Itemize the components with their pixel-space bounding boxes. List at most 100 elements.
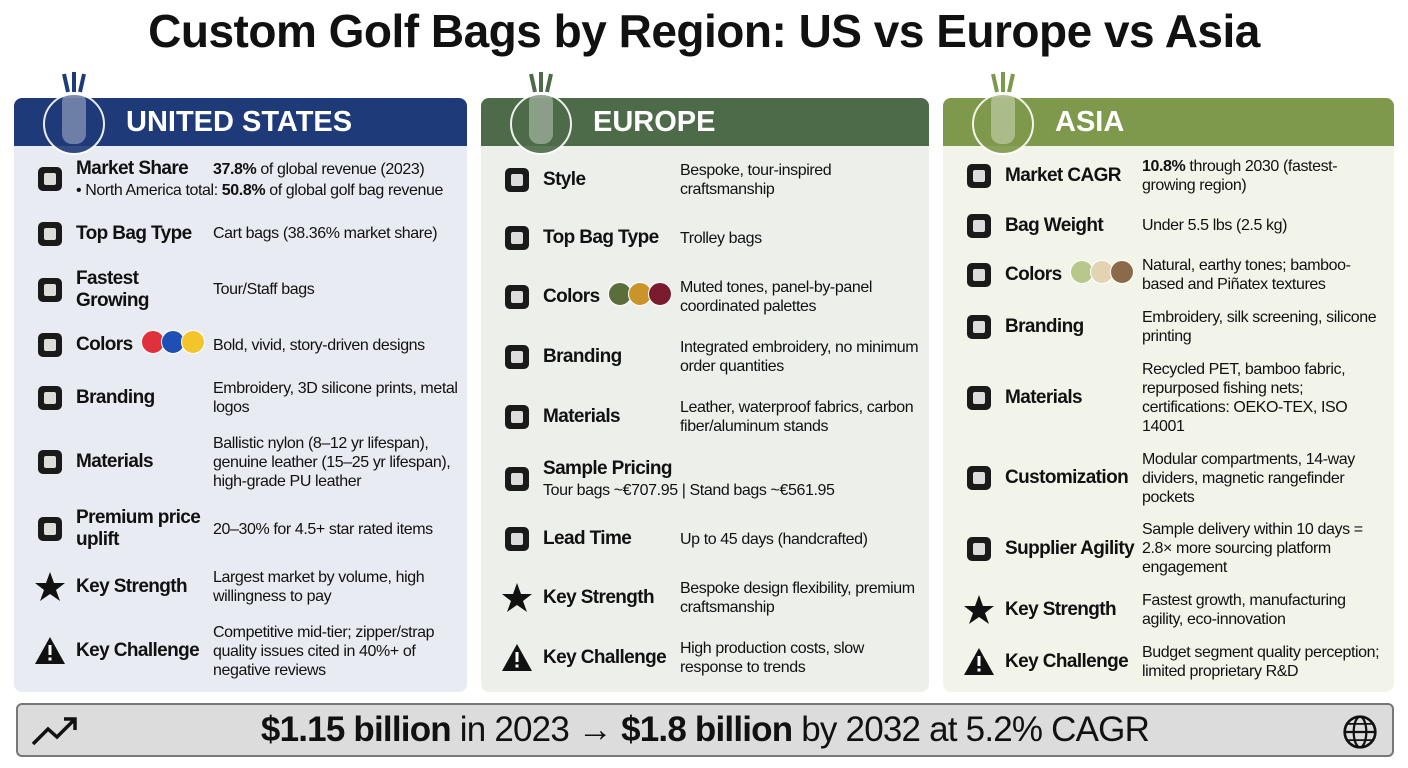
row-line: Fastest Growing Tour/Staff bags	[76, 268, 461, 312]
row-label: Sample Pricing	[543, 458, 672, 480]
row-content: Sample Pricing Tour bags ~€707.95 | Stand…	[543, 458, 923, 500]
row-icon	[505, 344, 529, 369]
row-line: Key Strength Bespoke design flexibility, …	[543, 579, 923, 617]
swatches	[133, 330, 205, 360]
icon-cell	[24, 512, 76, 546]
row-content: Customization Modular compartments, 14-wa…	[1005, 450, 1388, 507]
row-label: Branding	[76, 387, 213, 409]
label-text: Sample Pricing	[543, 458, 672, 480]
row-label: Materials	[543, 406, 680, 428]
row-label: Key Challenge	[543, 647, 680, 669]
info-row: Fastest Growing Tour/Staff bags	[24, 268, 461, 312]
row-content: Key Challenge High production costs, slow…	[543, 639, 923, 677]
text-segment: 37.8%	[213, 160, 257, 178]
swatch	[180, 330, 205, 355]
row-value: Competitive mid-tier; zipper/strap quali…	[213, 623, 461, 680]
row-icon	[967, 213, 991, 238]
row-value: Embroidery, silk screening, silicone pri…	[1142, 308, 1388, 346]
row-content: Key Strength Bespoke design flexibility, …	[543, 579, 923, 617]
text-segment: Tour/Staff bags	[213, 281, 315, 299]
row-label: Key Challenge	[1005, 651, 1142, 673]
label-text: Key Challenge	[76, 640, 200, 662]
icon-cell	[491, 522, 543, 556]
text-segment: Modular compartments, 14-way dividers, m…	[1142, 450, 1359, 506]
title: Custom Golf Bags by Region: US vs Europe…	[148, 5, 1260, 57]
swatch	[1109, 260, 1134, 285]
row-line: Style Bespoke, tour-inspired craftsmanshi…	[543, 161, 923, 199]
icon-cell	[491, 400, 543, 434]
info-row: Customization Modular compartments, 14-wa…	[953, 450, 1388, 507]
row-icon	[505, 226, 529, 251]
row-content: Key Strength Fastest growth, manufacturin…	[1005, 591, 1388, 629]
info-row: Key Challenge Competitive mid-tier; zippe…	[24, 623, 461, 680]
row-value: 20–30% for 4.5+ star rated items	[213, 520, 433, 539]
label-text: Materials	[543, 405, 621, 427]
info-row: Materials Ballistic nylon (8–12 yr lifesp…	[24, 434, 461, 491]
label-text: Premium price uplift	[76, 507, 201, 551]
label-text: Customization	[1005, 467, 1129, 489]
row-icon	[967, 163, 991, 188]
info-row: Materials Recycled PET, bamboo fabric, re…	[953, 360, 1388, 436]
icon-cell	[953, 209, 1005, 243]
text-segment: 50.8%	[221, 182, 266, 200]
row-content: Branding Embroidery, 3D silicone prints, …	[76, 379, 461, 417]
info-row: Colors Muted tones, panel-by-panel coordi…	[491, 278, 923, 316]
row-icon	[967, 466, 991, 491]
text-segment: of global golf bag revenue	[265, 182, 443, 200]
label-text: Colors	[543, 285, 600, 307]
row-content: Colors Bold, vivid, story-driven designs	[76, 330, 461, 360]
row-content: Colors Natural, earthy tones; bamboo-base…	[1005, 256, 1388, 294]
region-body: Market Share 37.8% of global revenue (202…	[14, 146, 467, 692]
row-label: Top Bag Type	[76, 223, 213, 245]
text-segment: of global revenue (2023)	[256, 160, 425, 178]
row-content: Key Strength Largest market by volume, hi…	[76, 568, 461, 606]
info-row: Sample Pricing Tour bags ~€707.95 | Stand…	[491, 458, 923, 500]
row-content: Key Challenge Competitive mid-tier; zippe…	[76, 623, 461, 680]
text-segment: Natural, earthy tones; bamboo-based and …	[1142, 257, 1351, 294]
row-label: Materials	[1005, 387, 1142, 409]
row-value: Fastest growth, manufacturing agility, e…	[1142, 591, 1388, 629]
info-row: Bag Weight Under 5.5 lbs (2.5 kg)	[953, 209, 1388, 243]
row-icon	[964, 595, 994, 625]
label-text: Materials	[1005, 386, 1083, 408]
row-icon	[38, 333, 62, 358]
row-icon	[505, 168, 529, 193]
text-segment: Bold, vivid, story-driven designs	[213, 336, 425, 354]
region-logo	[510, 72, 572, 155]
row-value: 10.8% through 2030 (fastest-growing regi…	[1142, 157, 1388, 195]
row-value: Sample delivery within 10 days = 2.8× mo…	[1142, 520, 1388, 577]
row-value: Ballistic nylon (8–12 yr lifespan), genu…	[213, 434, 461, 491]
row-label: Key Strength	[1005, 599, 1142, 621]
text-segment: Muted tones, panel-by-panel coordinated …	[680, 278, 877, 315]
row-icon	[964, 648, 994, 675]
row-icon	[502, 582, 532, 612]
row-label: Branding	[1005, 316, 1142, 338]
row-value: Under 5.5 lbs (2.5 kg)	[1142, 216, 1287, 235]
icon-cell	[24, 328, 76, 362]
region-logo	[43, 72, 105, 155]
row-line: Key Challenge Competitive mid-tier; zippe…	[76, 623, 461, 680]
icon-cell	[491, 462, 543, 496]
row-value: Modular compartments, 14-way dividers, m…	[1142, 450, 1388, 507]
label-text: Key Strength	[543, 586, 655, 608]
row-line: Market CAGR 10.8% through 2030 (fastest-g…	[1005, 157, 1388, 195]
row-icon	[38, 221, 62, 246]
region-panel: EUROPE Style Bespoke, tour-inspired crafts…	[481, 72, 929, 692]
row-icon	[38, 385, 62, 410]
row-icon	[967, 263, 991, 288]
text-segment: Trolley bags	[680, 229, 762, 247]
text-segment: Under 5.5 lbs (2.5 kg)	[1142, 217, 1288, 235]
icon-cell	[953, 532, 1005, 566]
label-text: Style	[543, 169, 586, 191]
row-label: Fastest Growing	[76, 268, 213, 312]
row-line: Branding Integrated embroidery, no minimu…	[543, 338, 923, 376]
footer-text: $1.15 billion in 2023 → $1.8 billion by …	[261, 710, 1150, 750]
row-icon	[967, 536, 991, 561]
text-segment: High production costs, slow response to …	[680, 639, 869, 676]
row-line: Colors Bold, vivid, story-driven designs	[76, 330, 461, 360]
row-line: Colors Muted tones, panel-by-panel coordi…	[543, 278, 923, 316]
row-note: Tour bags ~€707.95 | Stand bags ~€561.95	[543, 482, 923, 500]
label-text: Market Share	[76, 158, 189, 180]
swatches	[1062, 260, 1134, 290]
row-line: Top Bag Type Trolley bags	[543, 227, 923, 249]
